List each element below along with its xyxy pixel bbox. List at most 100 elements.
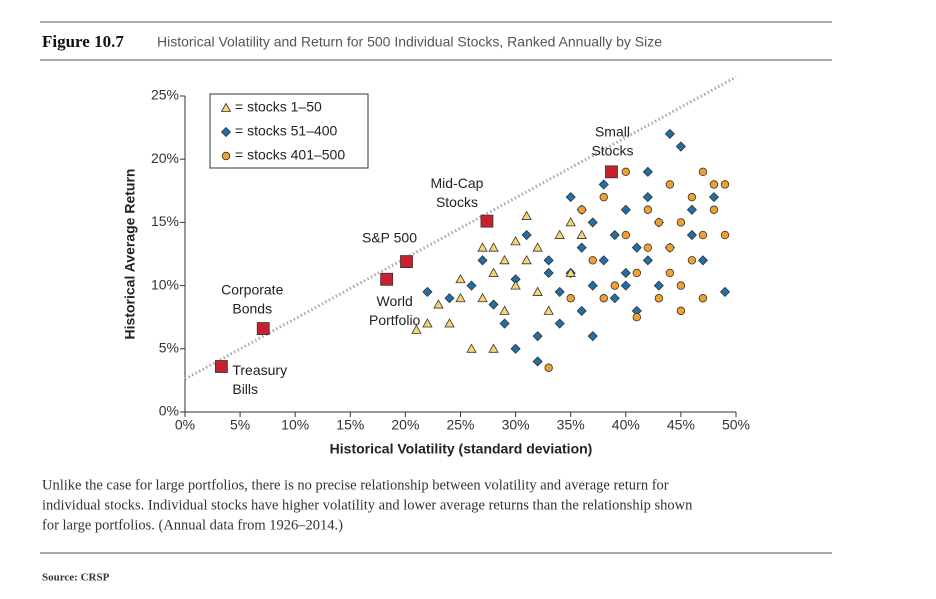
point-triangle <box>510 280 521 290</box>
point-diamond <box>620 204 631 215</box>
point-circle <box>698 167 708 177</box>
caption-line: for large portfolios. (Annual data from … <box>42 517 343 533</box>
point-circle <box>709 205 719 214</box>
portfolio-label: Treasury <box>232 362 287 378</box>
point-circle <box>654 218 664 227</box>
legend-label: = stocks 401–500 <box>235 147 345 163</box>
point-circle <box>654 294 664 303</box>
point-triangle <box>565 267 576 277</box>
point-circle <box>221 151 231 161</box>
x-tick-label: 30% <box>502 417 530 433</box>
point-diamond <box>631 242 642 253</box>
point-triangle <box>220 102 232 112</box>
portfolio-label: World <box>377 293 413 309</box>
source: Source: CRSP <box>42 572 110 584</box>
x-tick-label: 15% <box>336 417 364 433</box>
point-diamond <box>653 280 664 291</box>
portfolio-marker <box>605 165 618 179</box>
point-circle <box>665 268 675 278</box>
point-triangle <box>521 255 532 265</box>
point-triangle <box>532 242 543 252</box>
point-circle <box>709 180 719 189</box>
point-triangle <box>576 229 587 239</box>
point-triangle <box>455 273 466 284</box>
point-circle <box>676 306 686 316</box>
point-circle <box>599 294 608 303</box>
point-triangle <box>488 267 499 277</box>
legend-box <box>209 93 369 169</box>
point-circle <box>720 230 730 240</box>
point-triangle <box>510 236 521 246</box>
x-tick-label: 35% <box>557 417 585 433</box>
point-triangle <box>444 318 455 328</box>
y-axis-label: Historical Average Return <box>122 169 138 340</box>
point-circle <box>632 313 642 322</box>
point-diamond <box>719 286 731 297</box>
point-triangle <box>477 292 488 303</box>
point-diamond <box>609 293 620 304</box>
frontier-line <box>184 75 737 381</box>
point-triangle <box>488 343 499 353</box>
chart-title: Historical Volatility and Return for 500… <box>157 34 662 50</box>
portfolio-label: Small <box>595 124 630 140</box>
point-diamond <box>532 331 543 342</box>
point-diamond <box>642 192 653 203</box>
point-circle <box>577 205 586 214</box>
point-diamond <box>477 255 488 266</box>
y-tick-label: 25% <box>151 87 179 103</box>
point-triangle <box>455 292 466 303</box>
portfolio-marker <box>480 214 494 228</box>
point-triangle <box>565 217 576 227</box>
point-diamond <box>543 267 554 279</box>
point-triangle <box>521 210 532 220</box>
x-tick-label: 0% <box>175 417 195 433</box>
point-circle <box>566 294 575 303</box>
point-circle <box>687 192 697 202</box>
portfolio-label: Bills <box>232 381 258 397</box>
point-diamond <box>620 280 631 291</box>
point-diamond <box>642 255 653 266</box>
x-tick-label: 45% <box>667 417 695 433</box>
point-circle <box>643 205 653 214</box>
point-circle <box>643 243 653 252</box>
portfolio-label: Mid-Cap <box>430 175 483 191</box>
point-circle <box>676 218 686 227</box>
point-diamond <box>598 179 609 190</box>
x-tick-label: 40% <box>612 417 640 433</box>
portfolio-marker <box>214 360 228 373</box>
point-circle <box>588 256 597 265</box>
point-diamond <box>510 343 521 354</box>
point-diamond <box>488 299 499 310</box>
point-diamond <box>686 204 697 215</box>
point-triangle <box>532 286 543 296</box>
y-tick-label: 10% <box>151 276 179 292</box>
point-diamond <box>697 255 709 266</box>
point-diamond <box>576 305 587 316</box>
point-diamond <box>587 217 598 228</box>
point-circle <box>665 243 675 252</box>
point-diamond <box>521 229 532 241</box>
y-tick-label: 15% <box>151 213 179 229</box>
y-tick-label: 5% <box>159 340 179 356</box>
point-triangle <box>433 299 444 309</box>
point-circle <box>720 180 730 189</box>
portfolio-marker <box>400 255 413 268</box>
point-diamond <box>466 280 477 291</box>
portfolio-label: Portfolio <box>369 312 421 328</box>
legend-label: = stocks 51–400 <box>235 123 338 139</box>
point-circle <box>698 294 708 303</box>
point-triangle <box>499 305 510 315</box>
portfolio-label: Corporate <box>221 281 283 297</box>
point-diamond <box>220 126 232 138</box>
point-triangle <box>499 255 510 265</box>
point-diamond <box>642 166 653 177</box>
point-circle <box>687 256 697 265</box>
figure-number: Figure 10.7 <box>42 32 124 51</box>
x-tick-label: 50% <box>722 417 750 433</box>
x-axis-label: Historical Volatility (standard deviatio… <box>330 441 593 457</box>
point-circle <box>544 363 553 372</box>
point-circle <box>610 281 619 290</box>
point-circle <box>621 167 630 177</box>
point-circle <box>599 192 608 202</box>
